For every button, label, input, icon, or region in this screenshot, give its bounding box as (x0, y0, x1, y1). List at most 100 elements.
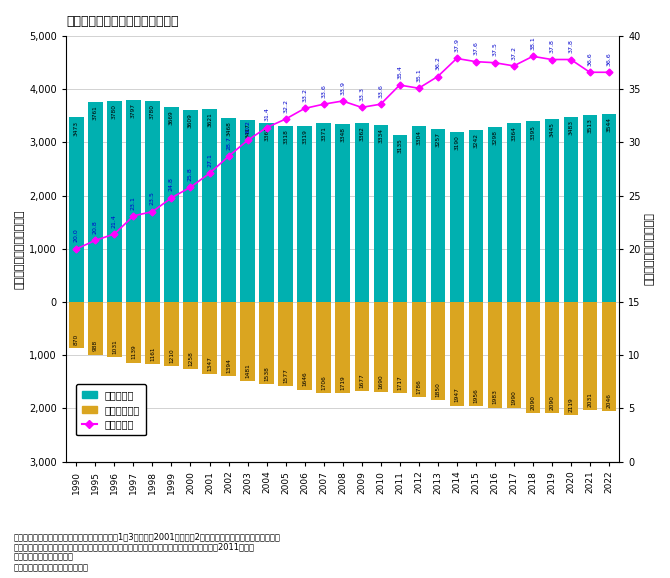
Text: 3780: 3780 (112, 104, 117, 119)
Bar (545, 119, 559, 302)
Text: 23.1: 23.1 (131, 195, 136, 209)
Bar (411, 127, 426, 302)
Text: 33.6: 33.6 (321, 84, 326, 98)
Bar (354, 302, 368, 391)
Bar (393, 135, 407, 302)
Bar (184, 110, 198, 302)
Bar (259, 302, 273, 384)
Text: 35.4: 35.4 (397, 65, 402, 79)
Text: 1210: 1210 (169, 349, 174, 363)
Bar (374, 302, 388, 392)
Bar (69, 302, 84, 349)
Text: 3621: 3621 (207, 113, 212, 127)
Bar (526, 302, 540, 413)
Bar (431, 302, 445, 401)
Text: 3361: 3361 (264, 127, 269, 141)
Text: 20.0: 20.0 (74, 229, 79, 243)
Text: 3362: 3362 (359, 127, 364, 141)
Bar (602, 113, 616, 302)
Bar (241, 120, 255, 302)
Text: 27.1: 27.1 (207, 153, 212, 167)
Bar (107, 302, 121, 357)
Text: 1538: 1538 (264, 366, 269, 381)
Text: 3483: 3483 (568, 120, 574, 135)
Text: 3669: 3669 (169, 110, 174, 125)
Text: 3257: 3257 (436, 132, 440, 147)
Legend: 正規雇用者, 非正規雇用者, 非正規比率: 正規雇用者, 非正規雇用者, 非正規比率 (76, 384, 145, 435)
Bar (526, 121, 540, 302)
Text: 32.2: 32.2 (283, 99, 288, 113)
Text: 37.8: 37.8 (568, 39, 574, 53)
Bar (563, 302, 578, 415)
Text: 3513: 3513 (588, 118, 592, 134)
Bar (145, 101, 159, 302)
Bar (354, 123, 368, 302)
Bar (88, 302, 103, 354)
Text: 1719: 1719 (340, 376, 345, 390)
Text: 1258: 1258 (188, 351, 193, 366)
Bar (202, 109, 216, 302)
Text: 24.8: 24.8 (169, 177, 174, 191)
Text: 37.8: 37.8 (549, 39, 554, 53)
Text: 2031: 2031 (588, 392, 592, 407)
Bar (107, 101, 121, 302)
Text: （注）非農林業雇用者（役員を除く）が対象。1～3月平均（2001年以前は2月）。男計と女計を合計した結果。
　非正規雇用者にはパート・アルバイトの他、派遣社員、: （注）非農林業雇用者（役員を除く）が対象。1～3月平均（2001年以前は2月）。… (13, 532, 280, 572)
Bar (279, 302, 293, 386)
Text: 3319: 3319 (302, 129, 307, 143)
Text: 1956: 1956 (473, 388, 478, 403)
Text: 3334: 3334 (378, 128, 383, 143)
Text: 3304: 3304 (416, 129, 421, 144)
Bar (507, 302, 521, 408)
Text: 正規雇用者と非正規雇用者の推移: 正規雇用者と非正規雇用者の推移 (66, 15, 178, 28)
Bar (221, 302, 236, 376)
Text: 36.6: 36.6 (606, 52, 611, 66)
Text: 31.4: 31.4 (264, 108, 269, 121)
Text: 37.2: 37.2 (511, 46, 517, 60)
Text: 33.6: 33.6 (378, 84, 383, 98)
Text: 35.1: 35.1 (416, 68, 421, 82)
Text: 30.2: 30.2 (245, 120, 250, 134)
Bar (221, 117, 236, 302)
Text: 3473: 3473 (74, 121, 79, 135)
Bar (563, 117, 578, 302)
Text: 3348: 3348 (340, 127, 345, 142)
Bar (316, 123, 331, 302)
Text: 3544: 3544 (606, 117, 611, 132)
Text: 2090: 2090 (549, 395, 554, 410)
Text: 3371: 3371 (321, 126, 326, 141)
Text: 37.5: 37.5 (492, 42, 497, 56)
Text: 1990: 1990 (511, 390, 517, 405)
Text: 1690: 1690 (378, 374, 383, 389)
Text: 1706: 1706 (321, 375, 326, 390)
Text: 21.4: 21.4 (112, 214, 117, 228)
Text: 3395: 3395 (530, 125, 535, 140)
Bar (88, 102, 103, 302)
Bar (393, 302, 407, 394)
Text: 3298: 3298 (492, 130, 497, 145)
Bar (259, 123, 273, 302)
Text: 1394: 1394 (226, 358, 231, 373)
Bar (164, 302, 179, 366)
Bar (507, 123, 521, 302)
Bar (145, 302, 159, 364)
Text: 33.2: 33.2 (302, 88, 307, 102)
Text: 3135: 3135 (397, 139, 402, 153)
Bar (279, 125, 293, 302)
Text: 1031: 1031 (112, 339, 117, 354)
Text: 3468: 3468 (226, 121, 231, 136)
Bar (488, 127, 502, 302)
Text: 2046: 2046 (606, 393, 611, 407)
Y-axis label: 非農林業雇用者数（万人）: 非農林業雇用者数（万人） (15, 209, 25, 288)
Text: 3417: 3417 (245, 124, 250, 138)
Text: 3445: 3445 (549, 122, 554, 137)
Text: 2119: 2119 (568, 397, 574, 412)
Text: 20.8: 20.8 (93, 220, 98, 234)
Y-axis label: 非正規雇用者比率（％）: 非正規雇用者比率（％） (645, 213, 655, 286)
Bar (545, 302, 559, 413)
Bar (336, 124, 350, 302)
Bar (488, 302, 502, 407)
Bar (297, 125, 312, 302)
Bar (184, 302, 198, 369)
Text: 1481: 1481 (245, 363, 250, 377)
Text: 3190: 3190 (454, 136, 459, 150)
